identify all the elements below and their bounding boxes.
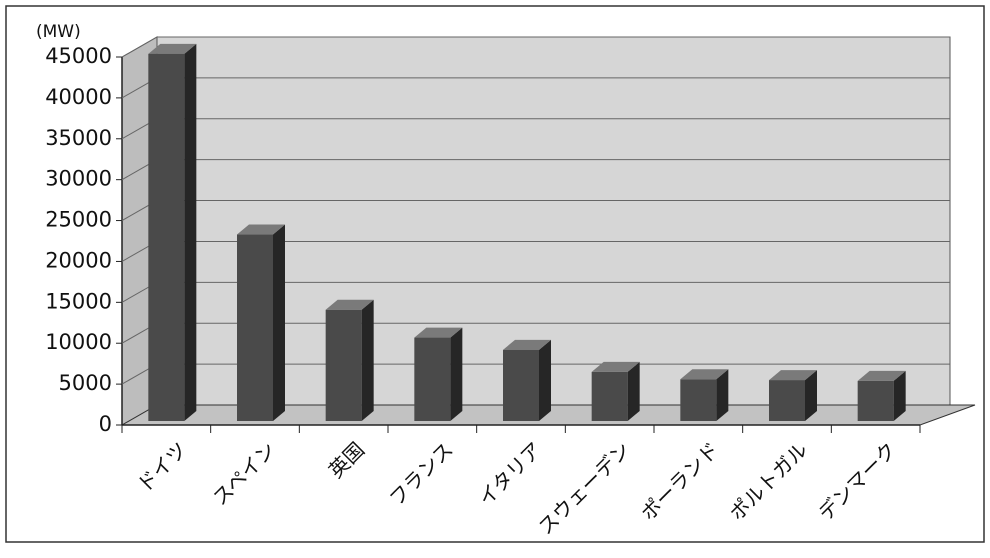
y-tick-label: 45000 [45, 44, 112, 68]
bar [591, 371, 628, 421]
bar-top [237, 224, 285, 235]
bar-side [805, 370, 817, 421]
y-tick-label: 0 [99, 412, 112, 436]
bar-top [325, 299, 374, 310]
grid-line [121, 36, 950, 58]
y-tick-label: 30000 [45, 167, 112, 191]
bar-side [716, 369, 729, 421]
bar-top [414, 327, 463, 338]
bar-top [591, 361, 640, 372]
bar-side [273, 224, 285, 421]
bar [237, 234, 273, 421]
bar-side [539, 339, 551, 421]
y-tick-label: 35000 [45, 126, 112, 150]
bar [769, 380, 805, 421]
y-tick-label: 40000 [45, 85, 112, 109]
bar-side [184, 43, 197, 421]
bar-side [893, 370, 906, 421]
y-axis-label: (MW) [36, 22, 81, 42]
y-tick-label: 10000 [45, 330, 112, 354]
bar [148, 53, 185, 421]
bar-top [148, 43, 197, 54]
bar-side [627, 361, 640, 421]
bar [325, 309, 362, 421]
bar-top [769, 370, 817, 381]
bar-top [857, 370, 906, 381]
bar-side [450, 327, 463, 421]
y-tick-label: 20000 [45, 248, 112, 272]
y-tick-label: 5000 [59, 371, 112, 395]
y-tick-label: 15000 [45, 289, 112, 313]
bar-top [503, 339, 551, 350]
bar-top [680, 369, 729, 380]
bar [503, 349, 539, 421]
bar [414, 337, 451, 421]
y-tick-label: 25000 [45, 208, 112, 232]
bar [857, 380, 894, 421]
bar [680, 379, 717, 421]
bar-side [361, 299, 374, 421]
